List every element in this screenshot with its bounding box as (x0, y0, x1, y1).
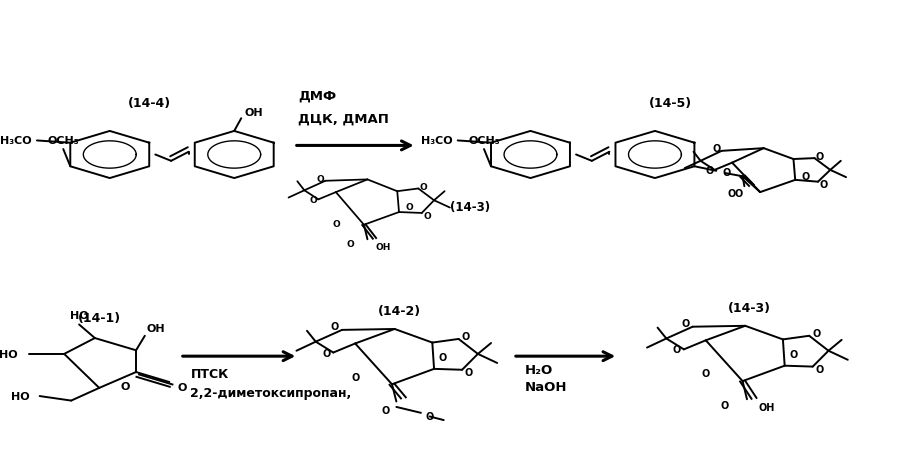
Text: NaOH: NaOH (526, 380, 568, 393)
Text: O: O (346, 240, 354, 249)
Text: O: O (419, 182, 428, 191)
Text: O: O (802, 172, 810, 182)
Text: O: O (712, 144, 721, 154)
Text: (14-5): (14-5) (649, 96, 692, 110)
Text: O: O (462, 332, 470, 341)
Text: H₃CO: H₃CO (421, 135, 453, 145)
Text: O: O (815, 364, 824, 374)
Text: O: O (819, 180, 827, 190)
Text: O: O (815, 152, 824, 162)
Text: O: O (316, 174, 324, 183)
Text: OH: OH (759, 403, 775, 413)
Text: (14-1): (14-1) (77, 312, 121, 324)
Text: (14-3): (14-3) (450, 201, 490, 214)
Text: O: O (681, 318, 689, 329)
Text: O: O (789, 349, 797, 359)
Text: O: O (702, 369, 710, 379)
Text: O: O (426, 411, 434, 421)
Text: OCH₃: OCH₃ (468, 136, 500, 146)
Text: O: O (721, 400, 729, 410)
Text: HO: HO (11, 391, 30, 401)
Text: ДМФ: ДМФ (298, 89, 337, 102)
Text: (14-2): (14-2) (377, 305, 420, 318)
Text: O: O (332, 220, 340, 229)
Text: O: O (121, 381, 130, 391)
Text: O: O (322, 348, 330, 358)
Text: O: O (178, 382, 187, 392)
Text: O: O (423, 211, 431, 220)
Text: O: O (310, 196, 317, 204)
Text: O: O (812, 329, 820, 339)
Text: (14-4): (14-4) (128, 96, 171, 110)
Text: 2,2-диметоксипропан,: 2,2-диметоксипропан, (191, 386, 352, 399)
Text: O: O (672, 344, 681, 354)
Text: ДЦК, ДМАП: ДЦК, ДМАП (298, 112, 389, 126)
Text: H₂O: H₂O (526, 364, 554, 376)
Text: O: O (438, 352, 447, 362)
Text: O: O (351, 372, 359, 382)
Text: OH: OH (375, 243, 391, 252)
Text: O: O (735, 188, 743, 198)
Text: O: O (723, 167, 731, 177)
Text: O: O (465, 368, 473, 378)
Text: HO: HO (70, 311, 88, 321)
Text: O: O (331, 322, 339, 332)
Text: ПТСК: ПТСК (191, 368, 229, 380)
Text: O: O (382, 405, 390, 415)
Text: HO: HO (0, 349, 17, 359)
Text: OCH₃: OCH₃ (48, 136, 79, 146)
Text: O: O (728, 188, 736, 198)
Text: O: O (406, 202, 413, 212)
Text: O: O (706, 166, 714, 176)
Text: OH: OH (146, 323, 165, 333)
Text: (14-3): (14-3) (728, 302, 771, 314)
Text: OH: OH (244, 108, 263, 118)
Text: H₃CO: H₃CO (0, 135, 32, 145)
